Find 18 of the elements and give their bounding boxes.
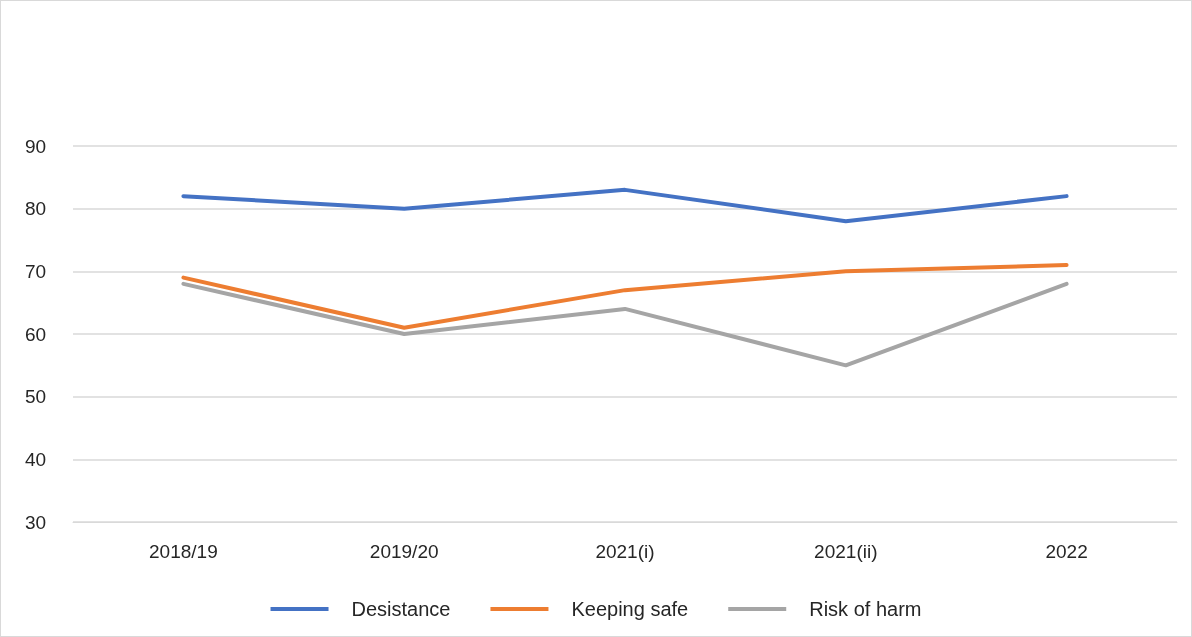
y-tick-label: 40 [25,448,47,470]
legend-label: Desistance [351,598,451,620]
x-tick-label: 2022 [1045,541,1088,562]
legend-label: Risk of harm [809,598,922,620]
x-tick-label: 2021(i) [595,541,655,562]
line-series [181,187,1069,224]
x-tick-label: 2019/20 [369,541,439,562]
y-tick-label: 80 [25,198,47,220]
line-series [181,281,1069,368]
x-tick-label: 2021(ii) [814,541,878,562]
y-tick-label: 90 [25,135,47,157]
legend-label: Keeping safe [571,598,689,620]
line-series [181,263,1069,330]
y-tick-label: 60 [25,323,47,345]
x-tick-label: 2018/19 [149,541,218,562]
y-tick-label: 50 [25,386,47,408]
y-tick-label: 70 [25,260,47,282]
y-tick-label: 30 [25,511,47,533]
